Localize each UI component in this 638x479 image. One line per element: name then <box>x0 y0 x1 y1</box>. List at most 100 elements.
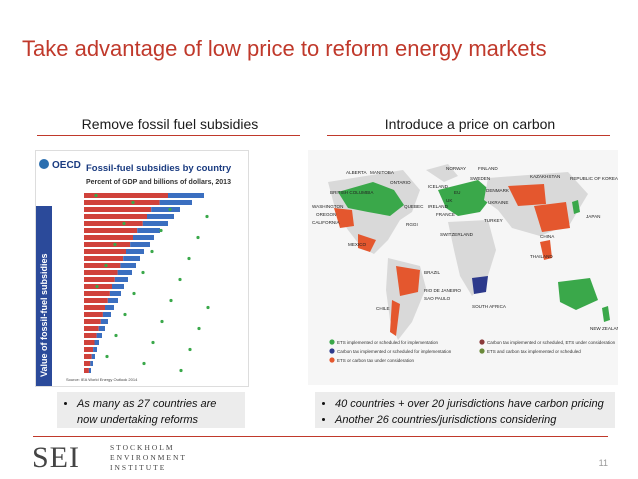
subsidy-bar-oil <box>84 333 97 338</box>
legend-swatch <box>479 339 485 345</box>
subsidy-bar-gas <box>90 361 93 366</box>
subsidy-share-dot <box>179 368 183 373</box>
sei-logo: SEI STOCKHOLM ENVIRONMENT INSTITUTE <box>32 440 202 476</box>
subsidy-bar-gas <box>100 319 108 324</box>
subsidy-share-dot <box>159 228 163 233</box>
subsidy-bar-gas <box>107 298 118 303</box>
carbon-map: ALBERTA MANITOBA ONTARIO BRITISH COLUMBIA QU… <box>308 150 624 385</box>
subsidy-bar-oil <box>84 249 126 254</box>
subsidy-share-dot <box>197 326 201 331</box>
left-bullets-list: As many as 27 countries are now undertak… <box>65 396 237 428</box>
subsidy-share-dot <box>131 200 135 205</box>
brazil-consider <box>396 266 420 296</box>
china-consider <box>534 202 570 232</box>
subsidy-bar-gas <box>120 263 136 268</box>
subsidy-share-dot <box>132 291 136 296</box>
map-label: SAO PAULO <box>424 296 451 301</box>
subsidy-bar-gas <box>112 284 124 289</box>
map-label: OREGON <box>316 212 336 217</box>
subsidy-bar-oil <box>84 326 99 331</box>
subsidy-bar-gas <box>151 207 180 212</box>
subsidy-share-dot <box>188 347 192 352</box>
bar-group <box>84 193 210 373</box>
subsidy-share-dot <box>169 298 173 303</box>
subsidy-bar-oil <box>84 277 115 282</box>
map-label: WASHINGTON <box>312 204 343 209</box>
side-bar <box>36 206 52 386</box>
page-number: 11 <box>598 458 608 468</box>
footer-rule <box>33 436 608 437</box>
subsidy-bar-gas <box>88 368 91 373</box>
australia-ets <box>558 278 598 310</box>
left-bullets: As many as 27 countries are now undertak… <box>57 392 245 428</box>
subsidy-share-dot <box>141 270 145 275</box>
map-label: MANITOBA <box>370 170 395 175</box>
subsidy-bar-oil <box>84 319 101 324</box>
map-label: SOUTH AFRICA <box>472 304 507 309</box>
subsidy-bar-oil <box>84 312 103 317</box>
new-zealand-ets <box>602 306 610 322</box>
oecd-publisher: OECD <box>52 160 81 171</box>
subsidy-share-dot <box>187 256 191 261</box>
subsidy-bar-oil <box>84 270 118 275</box>
map-label: SWITZERLAND <box>440 232 474 237</box>
subsidy-share-dot <box>95 284 99 289</box>
subsidy-bar-gas <box>168 193 204 198</box>
subsidy-bar-gas <box>114 277 128 282</box>
oecd-chart-svg: Value of fossil-fuel subsidies OECD Foss… <box>36 159 232 386</box>
subsidy-bar-oil <box>84 221 143 226</box>
south-africa-tax <box>472 276 488 294</box>
legend-label: ETS implemented or scheduled for impleme… <box>337 340 439 345</box>
slide-title: Take advantage of low price to reform en… <box>22 36 547 61</box>
subsidy-bar-gas <box>94 340 99 345</box>
subsidy-bar-gas <box>96 333 102 338</box>
subsidy-bar-gas <box>142 221 168 226</box>
map-label: TURKEY <box>484 218 503 223</box>
map-label: RGGI <box>406 222 418 227</box>
subsidy-share-dot <box>114 333 118 338</box>
subsidy-share-dot <box>94 193 98 198</box>
subsidy-share-dot <box>206 305 210 310</box>
subsidy-bar-oil <box>84 256 124 261</box>
map-label: ALBERTA <box>346 170 367 175</box>
side-label: Value of fossil-fuel subsidies <box>39 253 49 377</box>
map-label: ONTARIO <box>390 180 411 185</box>
subsidy-share-dot <box>123 312 127 317</box>
map-label: CHINA <box>540 234 555 239</box>
subsidy-bar-oil <box>84 235 133 240</box>
subsidy-bar-gas <box>137 228 160 233</box>
map-label: MEXICO <box>348 242 367 247</box>
left-heading-rule <box>37 135 300 136</box>
right-bullet: Another 26 countries/jurisdictions consi… <box>335 412 607 428</box>
canada-ets <box>338 182 404 216</box>
subsidy-bar-oil <box>84 193 168 198</box>
chile-consider <box>390 300 400 336</box>
subsidy-bar-gas <box>105 305 114 310</box>
left-bullet: As many as 27 countries are now undertak… <box>77 396 237 428</box>
map-label: EU <box>454 190 460 195</box>
subsidy-bar-gas <box>109 291 121 296</box>
subsidy-share-dot <box>142 361 146 366</box>
legend-swatch <box>329 339 335 345</box>
map-label: FRANCE <box>436 212 455 217</box>
chart-source: Source: IEA World Energy Outlook 2014 <box>66 377 138 382</box>
map-label: UK <box>446 198 453 203</box>
map-label: CALIFORNIA <box>312 220 341 225</box>
chart-title: Fossil-fuel subsidies by country <box>86 163 232 174</box>
kazakhstan-consider <box>508 184 546 206</box>
subsidy-bar-oil <box>84 200 160 205</box>
map-label: RIO DE JANEIRO <box>424 288 461 293</box>
mexico-consider <box>358 234 376 252</box>
legend-label: ETS or carbon tax under consideration <box>337 358 415 363</box>
subsidy-bar-gas <box>126 249 144 254</box>
legend-swatch <box>329 348 335 354</box>
subsidy-bar-oil <box>84 228 138 233</box>
subsidy-bar-gas <box>102 312 111 317</box>
map-legend: ETS implemented or scheduled for impleme… <box>329 339 616 363</box>
legend-swatch <box>479 348 485 354</box>
subsidy-bar-oil <box>84 305 105 310</box>
map-label: CHILE <box>376 306 390 311</box>
left-heading: Remove fossil fuel subsidies <box>81 116 259 132</box>
right-heading: Introduce a price on carbon <box>384 116 556 132</box>
map-label: KAZAKHSTAN <box>530 174 560 179</box>
